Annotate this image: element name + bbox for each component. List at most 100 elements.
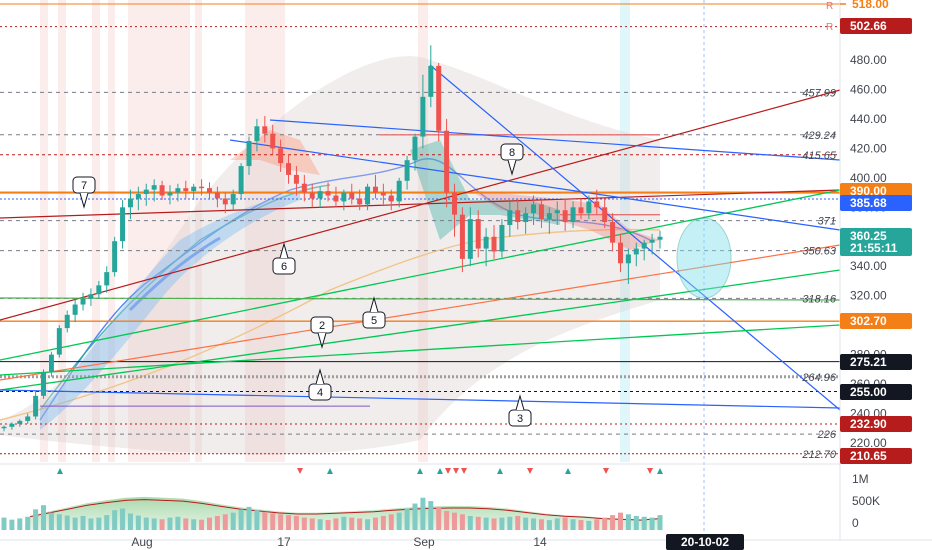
price-tag-box bbox=[840, 240, 912, 256]
callout-label: 2 bbox=[319, 320, 325, 332]
candle-body bbox=[523, 213, 529, 223]
candle-body bbox=[610, 222, 616, 243]
volume-bar bbox=[262, 511, 268, 530]
volume-bar bbox=[341, 516, 347, 530]
r-marker: R bbox=[826, 22, 833, 33]
volume-tick-label: 1M bbox=[852, 472, 869, 486]
volume-bar bbox=[309, 518, 315, 530]
candle-body bbox=[56, 328, 62, 355]
price-tag-label: 232.90 bbox=[850, 417, 887, 431]
callout-pointer bbox=[317, 332, 327, 349]
volume-bar bbox=[80, 515, 86, 530]
volume-bar bbox=[230, 512, 236, 530]
price-tick-label: 460.00 bbox=[850, 82, 887, 96]
candle-body bbox=[538, 204, 544, 220]
level-label: 318.16 bbox=[802, 293, 837, 305]
candle-body bbox=[380, 192, 386, 196]
date-tick-label: 14 bbox=[533, 535, 547, 549]
signal-up bbox=[417, 468, 423, 474]
volume-bar bbox=[357, 518, 363, 530]
callout-pointer bbox=[279, 242, 289, 259]
horizontal-levels bbox=[0, 3, 840, 455]
volume-bar bbox=[452, 512, 458, 530]
candle-body bbox=[657, 236, 663, 240]
volume-bar bbox=[96, 517, 102, 530]
price-tag-label: 360.25 bbox=[850, 229, 887, 243]
candle-body bbox=[388, 195, 394, 202]
volume-bar bbox=[135, 515, 141, 530]
volume-bar bbox=[641, 516, 647, 530]
candle-body bbox=[159, 185, 165, 196]
candle-body bbox=[404, 160, 410, 181]
price-tag-label: 275.21 bbox=[850, 355, 887, 369]
candle-body bbox=[104, 272, 110, 286]
candle-body bbox=[230, 194, 236, 205]
candle-body bbox=[649, 239, 655, 243]
candle-body bbox=[483, 236, 489, 249]
candle-body bbox=[206, 188, 212, 193]
volume-bar bbox=[317, 519, 323, 530]
callout-2: 2 bbox=[310, 316, 334, 349]
callout-label: 5 bbox=[371, 315, 377, 327]
volume-bar bbox=[499, 517, 505, 530]
volume-bar bbox=[610, 515, 616, 530]
volume-bar bbox=[380, 515, 386, 530]
level-label: 264.96 bbox=[801, 372, 837, 384]
volume-bar bbox=[175, 516, 181, 530]
candle-body bbox=[570, 207, 576, 223]
volume-bar bbox=[246, 506, 252, 530]
moving-average-blue bbox=[39, 158, 651, 421]
callout-pointer bbox=[507, 159, 517, 176]
volume-bar bbox=[404, 508, 410, 530]
volume-bar bbox=[206, 517, 212, 530]
volume-bar bbox=[562, 517, 568, 530]
highlight-zone bbox=[58, 0, 66, 462]
trend-red bbox=[0, 89, 841, 321]
signal-down bbox=[445, 468, 451, 474]
candle-body bbox=[452, 192, 458, 215]
volume-bar bbox=[112, 510, 118, 530]
candle-body bbox=[546, 213, 552, 220]
volume-bar bbox=[222, 514, 228, 530]
candle-body bbox=[222, 198, 228, 205]
signal-up bbox=[437, 468, 443, 474]
candle-body bbox=[372, 186, 378, 193]
volume-bar bbox=[254, 510, 260, 530]
candle-body bbox=[594, 201, 600, 208]
volume-bar bbox=[538, 519, 544, 530]
target-ellipse[interactable] bbox=[676, 217, 732, 299]
candle-body bbox=[507, 210, 513, 225]
candle-body bbox=[420, 96, 426, 137]
volume-tick-label: 500K bbox=[852, 494, 880, 508]
volume-bar bbox=[475, 516, 481, 530]
candle-body bbox=[175, 188, 181, 193]
trend-dummy bbox=[0, 244, 841, 381]
volume-bar bbox=[120, 508, 126, 530]
candle-body bbox=[112, 241, 118, 273]
trend-red-flat bbox=[0, 189, 841, 219]
signal-down bbox=[297, 468, 303, 474]
candle-body bbox=[325, 191, 331, 196]
volume-bar bbox=[167, 517, 173, 530]
date-tick-label: 17 bbox=[277, 535, 291, 549]
price-tag-box bbox=[840, 416, 912, 432]
volume-bar bbox=[191, 519, 197, 530]
signal-down bbox=[461, 468, 467, 474]
candle-body bbox=[96, 285, 102, 295]
volume-pane bbox=[0, 463, 840, 530]
callout-3: 3 bbox=[508, 394, 532, 427]
candle-body bbox=[499, 224, 505, 252]
signal-up bbox=[657, 468, 663, 474]
level-label: 457.99 bbox=[802, 87, 836, 99]
volume-bar bbox=[586, 520, 592, 530]
candle-body bbox=[214, 192, 220, 199]
candle-body bbox=[633, 248, 639, 255]
callout-4: 4 bbox=[308, 368, 332, 401]
price-tag-bg bbox=[842, 0, 914, 11]
candle-body bbox=[135, 194, 141, 199]
date-tick-label: Sep bbox=[413, 535, 435, 549]
candle-body bbox=[309, 192, 315, 199]
volume-bar bbox=[41, 505, 47, 530]
trend-blue-top bbox=[269, 119, 841, 161]
